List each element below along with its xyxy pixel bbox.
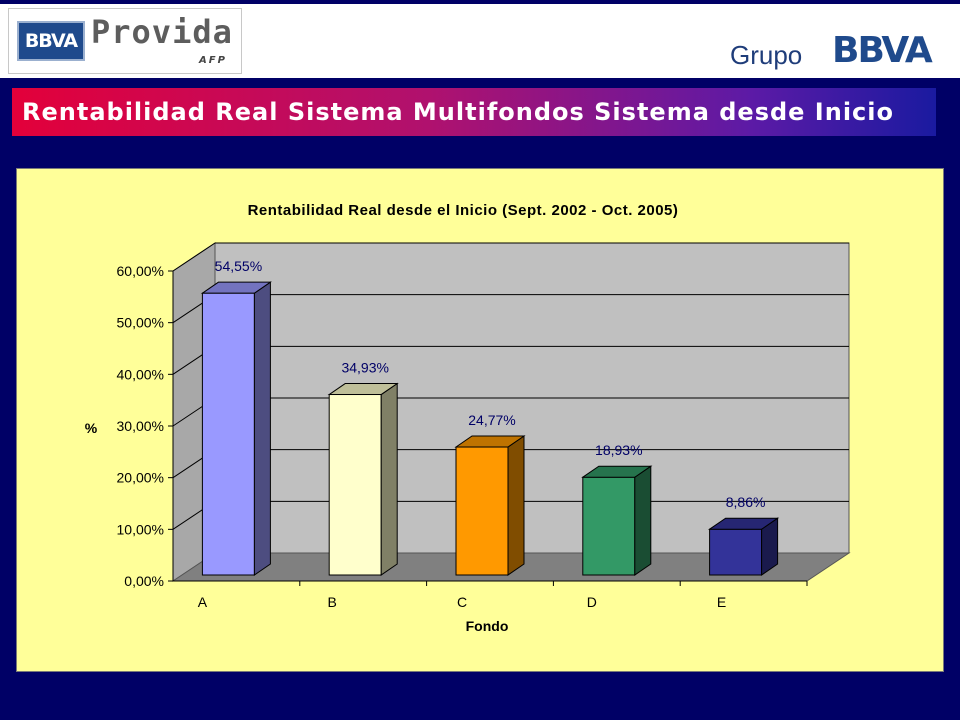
bar-top-B	[327, 383, 399, 396]
chart-title: Rentabilidad Real desde el Inicio (Sept.…	[248, 202, 679, 219]
bar-E	[709, 528, 763, 576]
bar-side-D	[634, 465, 652, 576]
x-tick-label: B	[328, 594, 337, 610]
bar-B	[328, 394, 382, 576]
y-tick-label: 40,00%	[117, 366, 164, 382]
data-label-B: 34,93%	[341, 360, 388, 376]
y-tick-label: 0,00%	[124, 573, 164, 589]
bar-top-C	[454, 435, 526, 448]
logo-provida-text: Provida	[91, 13, 233, 51]
y-axis-label: %	[85, 420, 98, 436]
bar-side-C	[507, 435, 525, 576]
bar-top-A	[200, 281, 273, 294]
bar-side-A	[253, 281, 271, 576]
provida-logo: BBVA Provida AFP	[8, 8, 242, 74]
x-axis-label: Fondo	[466, 618, 509, 634]
grupo-label: Grupo	[730, 40, 803, 70]
y-tick-label: 10,00%	[117, 521, 164, 537]
grupo-bbva-logo: BBVA	[832, 30, 933, 71]
x-tick-label: E	[717, 594, 726, 610]
y-tick-label: 50,00%	[117, 315, 164, 331]
bar-D	[582, 476, 636, 576]
chart-panel: 0,00% 10,00% 20,00% 30,00% 40,00% 50,00% 60,00…	[16, 168, 944, 672]
y-tick-label: 30,00%	[117, 418, 164, 434]
data-label-C: 24,77%	[468, 412, 515, 428]
bar-chart: 0,00% 10,00% 20,00% 30,00% 40,00% 50,00% 60,00…	[85, 202, 851, 634]
logo-bbva-badge: BBVA	[17, 21, 85, 61]
bar-top-E	[707, 517, 780, 530]
x-tick-label: A	[198, 594, 208, 610]
y-tick-label: 60,00%	[117, 263, 164, 279]
gridline-side	[172, 242, 216, 272]
data-label-A: 54,55%	[215, 258, 262, 274]
header-bar: BBVA Provida AFP Grupo BBVA	[0, 0, 960, 78]
bar-top-D	[581, 465, 653, 478]
slide-title: Rentabilidad Real Sistema Multifondos Si…	[22, 98, 894, 126]
data-label-D: 18,93%	[595, 442, 642, 458]
slide-title-bar: Rentabilidad Real Sistema Multifondos Si…	[12, 88, 936, 136]
logo-afp-text: AFP	[199, 55, 227, 66]
data-label-E: 8,86%	[726, 494, 766, 510]
x-tick-label: C	[457, 594, 467, 610]
bar-A	[201, 292, 255, 576]
x-tick-label: D	[587, 594, 597, 610]
bar-side-B	[380, 382, 398, 576]
y-tick-label: 20,00%	[117, 470, 164, 486]
bar-C	[455, 446, 509, 576]
